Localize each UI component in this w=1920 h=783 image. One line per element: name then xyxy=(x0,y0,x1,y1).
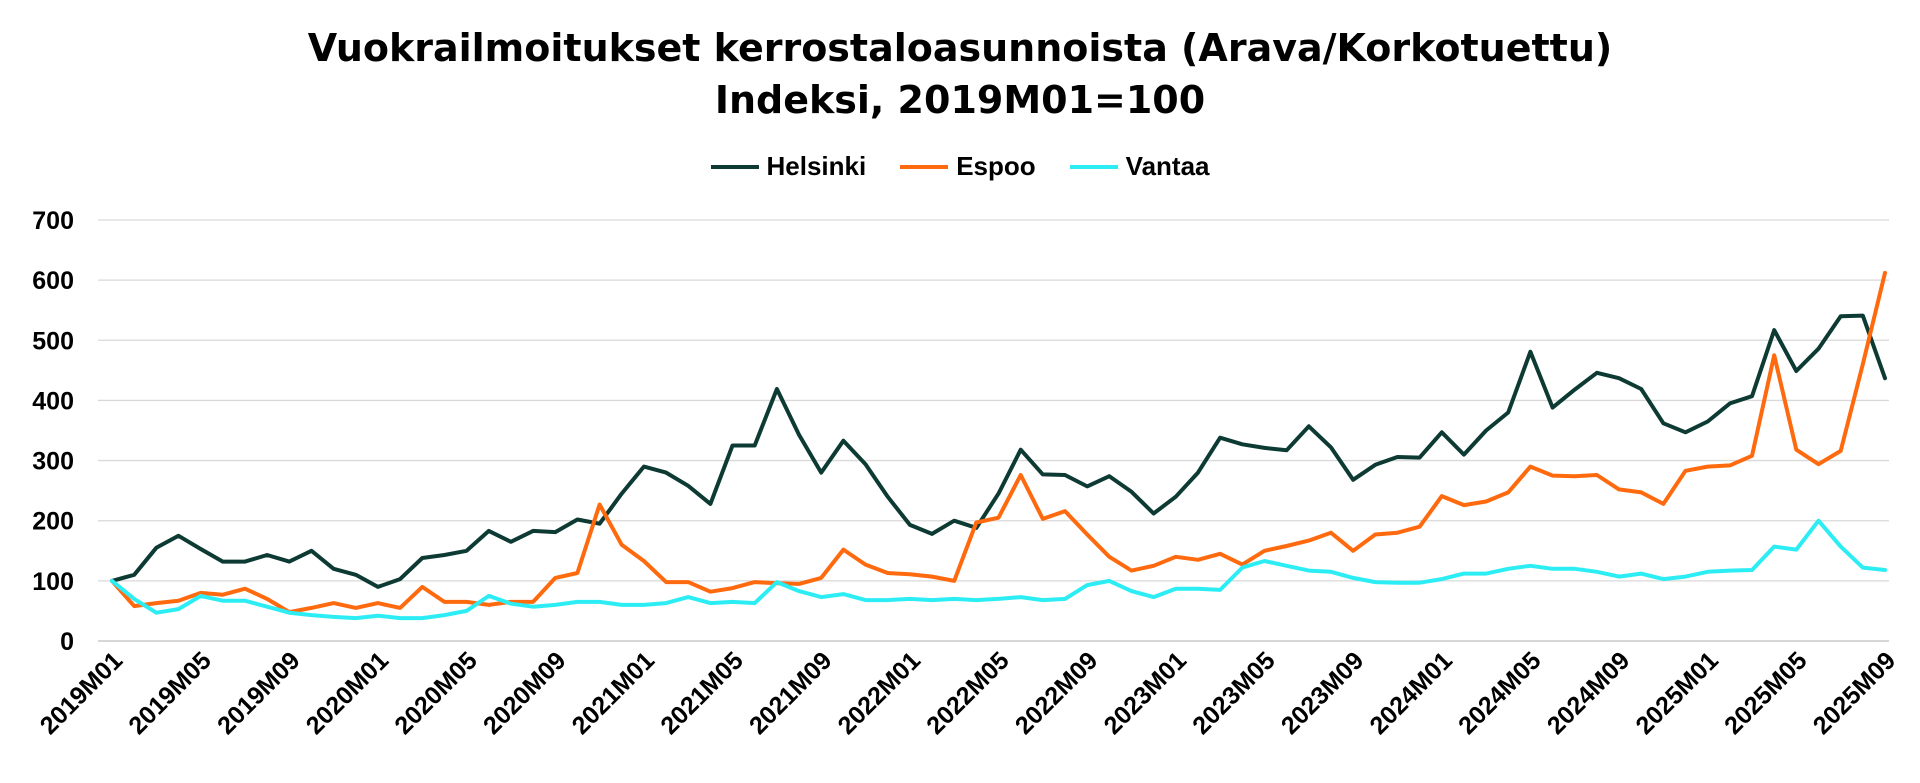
x-tick-label: 2022M05 xyxy=(921,646,1015,740)
x-tick-label: 2019M01 xyxy=(35,646,129,740)
series-line-vantaa xyxy=(110,518,1887,621)
y-tick-label: 400 xyxy=(32,387,74,415)
legend-swatch-espoo xyxy=(900,164,949,169)
y-axis-ticks: 0 100 200 300 400 500 600 700 xyxy=(32,207,74,656)
y-tick-label: 200 xyxy=(32,508,74,536)
x-tick-label: 2021M01 xyxy=(567,646,661,740)
legend-label-helsinki: Helsinki xyxy=(766,151,867,181)
x-tick-label: 2021M09 xyxy=(744,646,838,740)
y-tick-label: 600 xyxy=(32,267,74,295)
x-tick-label: 2023M05 xyxy=(1187,646,1281,740)
y-tick-label: 100 xyxy=(32,568,74,596)
x-tick-label: 2022M01 xyxy=(833,646,927,740)
x-tick-label: 2025M05 xyxy=(1719,646,1813,740)
gridlines xyxy=(98,219,1889,642)
x-tick-label: 2019M05 xyxy=(123,646,217,740)
series-line-espoo xyxy=(110,270,1887,615)
legend-label-vantaa: Vantaa xyxy=(1125,151,1210,181)
legend-item-vantaa: Vantaa xyxy=(1069,151,1210,182)
chart-subtitle: Indeksi, 2019M01=100 xyxy=(714,78,1206,122)
y-tick-label: 0 xyxy=(60,628,74,656)
x-tick-label: 2025M01 xyxy=(1630,646,1724,740)
series-line-helsinki xyxy=(110,313,1887,589)
x-tick-label: 2024M09 xyxy=(1542,646,1636,740)
x-tick-label: 2019M09 xyxy=(212,646,306,740)
legend-label-espoo: Espoo xyxy=(956,151,1036,181)
x-tick-label: 2024M05 xyxy=(1453,646,1547,740)
legend-swatch-helsinki xyxy=(710,164,759,169)
x-tick-label: 2020M05 xyxy=(389,646,483,740)
x-tick-label: 2021M05 xyxy=(655,646,749,740)
x-tick-label: 2020M09 xyxy=(478,646,572,740)
legend-swatch-vantaa xyxy=(1069,164,1118,169)
x-tick-label: 2023M01 xyxy=(1099,646,1193,740)
y-tick-label: 500 xyxy=(32,327,74,355)
x-tick-label: 2025M09 xyxy=(1808,646,1902,740)
chart-title-line1: Vuokrailmoitukset kerrostaloasunnoista (… xyxy=(307,26,1613,70)
legend: Helsinki Espoo Vantaa xyxy=(0,151,1920,182)
x-tick-label: 2020M01 xyxy=(301,646,395,740)
y-tick-label: 700 xyxy=(32,207,74,235)
x-tick-label: 2023M09 xyxy=(1276,646,1370,740)
y-tick-label: 300 xyxy=(32,448,74,476)
chart-title: Vuokrailmoitukset kerrostaloasunnoista (… xyxy=(0,22,1920,126)
x-axis-ticks: 2019M012019M052019M092020M012020M052020M… xyxy=(35,646,1902,740)
x-tick-label: 2024M01 xyxy=(1364,646,1458,740)
legend-item-helsinki: Helsinki xyxy=(710,151,867,182)
legend-item-espoo: Espoo xyxy=(900,151,1036,182)
x-tick-label: 2022M09 xyxy=(1010,646,1104,740)
series-lines xyxy=(110,270,1887,621)
